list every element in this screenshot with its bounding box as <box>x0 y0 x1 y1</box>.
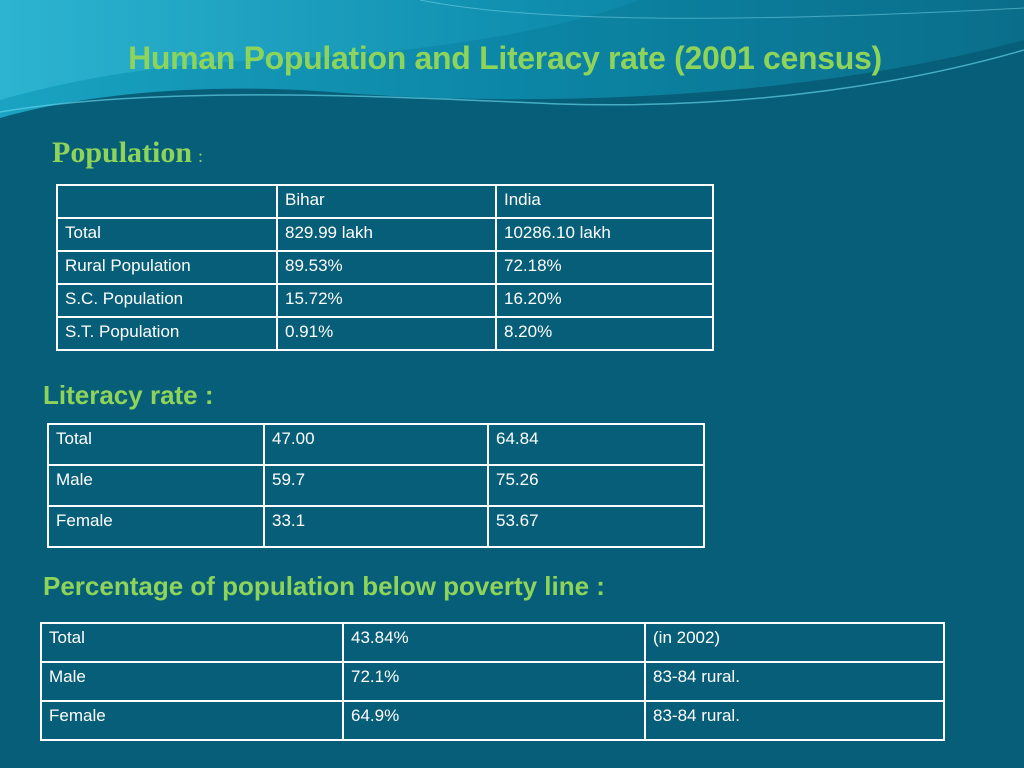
table-header-row: Bihar India <box>56 184 714 219</box>
table-cell: 829.99 lakh <box>276 217 497 252</box>
table-cell: 83-84 rural. <box>644 661 945 702</box>
table-row: Total 43.84% (in 2002) <box>40 622 945 663</box>
population-heading-colon: : <box>198 146 204 166</box>
table-row: Male 72.1% 83-84 rural. <box>40 661 945 702</box>
literacy-table: Total 47.00 64.84 Male 59.7 75.26 Female… <box>47 423 705 548</box>
table-cell: 43.84% <box>342 622 646 663</box>
table-cell: Female <box>47 505 265 548</box>
population-table: Bihar India Total 829.99 lakh 10286.10 l… <box>56 184 714 351</box>
table-cell: 47.00 <box>263 423 489 466</box>
table-row: Total 829.99 lakh 10286.10 lakh <box>56 217 714 252</box>
table-cell: Female <box>40 700 344 741</box>
table-cell: 83-84 rural. <box>644 700 945 741</box>
table-cell: 10286.10 lakh <box>495 217 714 252</box>
slide-title: Human Population and Literacy rate (2001… <box>128 40 882 76</box>
table-cell: 15.72% <box>276 283 497 318</box>
table-row: S.C. Population 15.72% 16.20% <box>56 283 714 318</box>
table-cell: 53.67 <box>487 505 705 548</box>
table-cell: Male <box>40 661 344 702</box>
table-cell: 8.20% <box>495 316 714 351</box>
table-cell: Total <box>40 622 344 663</box>
poverty-table: Total 43.84% (in 2002) Male 72.1% 83-84 … <box>40 622 945 741</box>
table-cell: India <box>495 184 714 219</box>
table-cell: 64.84 <box>487 423 705 466</box>
table-cell: S.C. Population <box>56 283 278 318</box>
table-cell: Rural Population <box>56 250 278 285</box>
table-cell: 33.1 <box>263 505 489 548</box>
table-row: Rural Population 89.53% 72.18% <box>56 250 714 285</box>
header-swoosh-decoration <box>0 0 1024 118</box>
table-cell: S.T. Population <box>56 316 278 351</box>
table-cell: Bihar <box>276 184 497 219</box>
table-row: Female 64.9% 83-84 rural. <box>40 700 945 741</box>
table-cell: 75.26 <box>487 464 705 507</box>
table-cell: (in 2002) <box>644 622 945 663</box>
table-row: Female 33.1 53.67 <box>47 505 705 548</box>
table-cell: 0.91% <box>276 316 497 351</box>
table-row: S.T. Population 0.91% 8.20% <box>56 316 714 351</box>
table-cell: 59.7 <box>263 464 489 507</box>
table-cell: 72.1% <box>342 661 646 702</box>
table-cell: 89.53% <box>276 250 497 285</box>
table-cell: 64.9% <box>342 700 646 741</box>
table-cell: Total <box>56 217 278 252</box>
population-heading: Population: <box>52 136 203 170</box>
poverty-heading: Percentage of population below poverty l… <box>43 571 605 601</box>
table-row: Total 47.00 64.84 <box>47 423 705 466</box>
table-cell: Total <box>47 423 265 466</box>
table-cell <box>56 184 278 219</box>
literacy-heading: Literacy rate : <box>43 380 214 410</box>
table-cell: 72.18% <box>495 250 714 285</box>
population-heading-text: Population <box>52 136 193 169</box>
table-cell: Male <box>47 464 265 507</box>
table-row: Male 59.7 75.26 <box>47 464 705 507</box>
table-cell: 16.20% <box>495 283 714 318</box>
